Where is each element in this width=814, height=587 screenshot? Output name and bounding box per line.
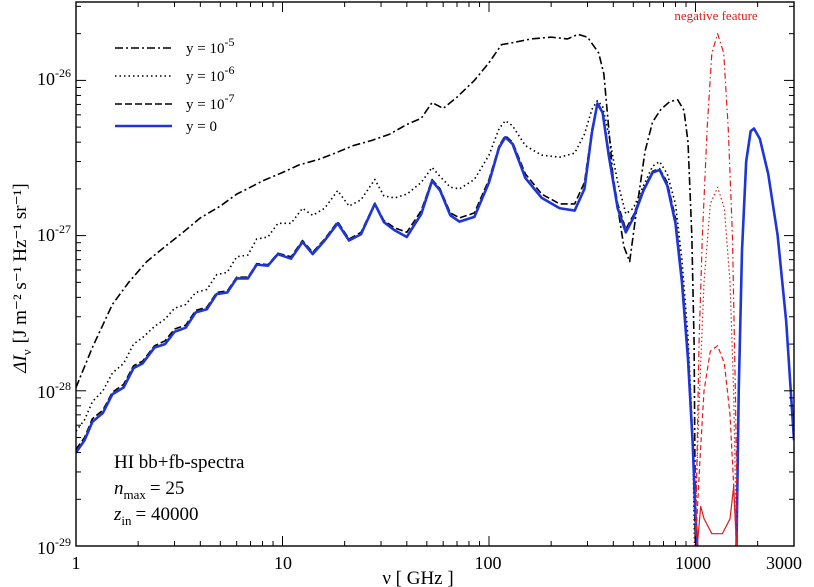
series-line-y-0 bbox=[76, 102, 699, 546]
series-layer bbox=[76, 33, 794, 546]
annotation-title: HI bb+fb-spectra bbox=[114, 452, 245, 473]
y-tick-label-1e-27: 10-27 bbox=[37, 222, 71, 245]
y-axis-label: ΔIν[J m⁻² s⁻¹ Hz⁻¹ sr⁻¹] bbox=[10, 183, 34, 373]
series-line-y-0-negative bbox=[696, 486, 738, 546]
legend-label-y-1e-5: y = 10-5 bbox=[186, 35, 234, 57]
annotation-nmax: nmax = 25 bbox=[114, 478, 184, 502]
legend-label-y-0: y = 0 bbox=[186, 119, 217, 135]
y-tick-label-1e-28: 10-28 bbox=[37, 379, 71, 402]
ticks-layer bbox=[75, 2, 795, 547]
series-line-y-10-5 bbox=[76, 33, 697, 546]
annotation-block: HI bb+fb-spectra nmax = 25 zin = 40000 bbox=[113, 452, 245, 528]
series-line-y-10-5-negative bbox=[694, 33, 739, 546]
y-tick-label-1e-26: 10-26 bbox=[37, 66, 71, 89]
x-tick-label-10: 10 bbox=[274, 553, 292, 573]
x-tick-label-1000: 1000 bbox=[675, 553, 711, 573]
series-line-y-0-positive-tail bbox=[735, 127, 794, 546]
x-tick-label-1: 1 bbox=[72, 553, 81, 573]
series-line-y-10-6-negative bbox=[693, 186, 738, 546]
x-tick-label-3000: 3000 bbox=[766, 553, 802, 573]
legend: y = 10-5 y = 10-6 y = 10-7 y = 0 bbox=[115, 35, 234, 135]
x-tick-label-100: 100 bbox=[475, 553, 502, 573]
plot-frame bbox=[75, 1, 795, 547]
series-line-y-10-7-negative bbox=[694, 345, 738, 546]
x-axis-label: ν [ GHz ] bbox=[382, 568, 453, 587]
annotation-zin: zin = 40000 bbox=[113, 504, 199, 528]
y-tick-label-1e-29: 10-29 bbox=[37, 535, 71, 558]
legend-label-y-1e-7: y = 10-7 bbox=[186, 91, 234, 113]
legend-label-y-1e-6: y = 10-6 bbox=[186, 63, 234, 85]
series-line-y-10-6 bbox=[76, 99, 696, 546]
negative-feature-label: negative feature bbox=[674, 8, 758, 23]
